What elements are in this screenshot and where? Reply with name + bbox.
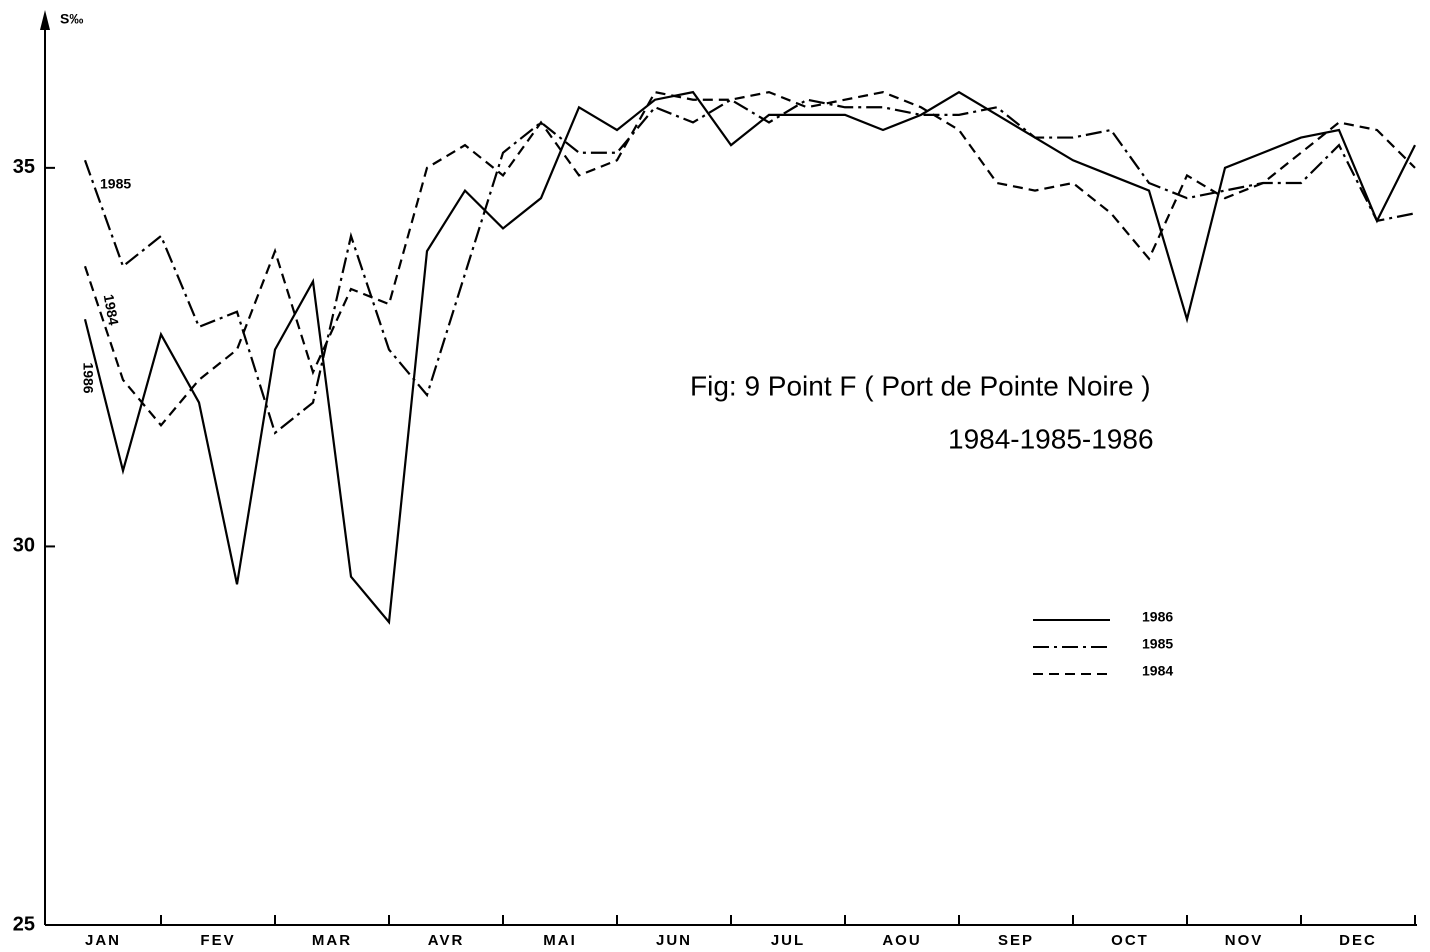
x-tick-label: MAR [312,932,352,949]
x-tick-label: AVR [428,932,465,949]
legend-label: 1985 [1142,636,1173,652]
x-tick-label: FEV [200,932,235,949]
axis-arrow [40,10,50,30]
x-tick-label: SEP [998,932,1034,949]
y-axis-label: S‰ [60,11,83,27]
legend-label: 1984 [1142,663,1173,679]
chart-title: Fig: 9 Point F ( Port de Pointe Noire ) [690,370,1151,401]
series-annotation: 1986 [80,362,96,393]
x-tick-label: OCT [1111,932,1149,949]
x-tick-label: JUL [771,932,805,949]
series-annotation: 1985 [100,176,131,192]
y-tick-label: 25 [13,913,35,935]
x-tick-label: AOU [882,932,921,949]
x-tick-label: DEC [1339,932,1377,949]
series-line [83,98,1416,435]
series-line [83,90,1416,428]
y-tick-label: 35 [13,156,35,178]
series-annotation: 1984 [101,293,122,327]
x-tick-label: NOV [1225,932,1264,949]
chart-subtitle: 1984-1985-1986 [948,423,1154,454]
x-tick-label: MAI [543,932,577,949]
y-tick-label: 30 [13,535,35,557]
series-line [83,90,1416,625]
x-tick-label: JAN [85,932,121,949]
x-tick-label: JUN [656,932,692,949]
legend-label: 1986 [1142,609,1173,625]
